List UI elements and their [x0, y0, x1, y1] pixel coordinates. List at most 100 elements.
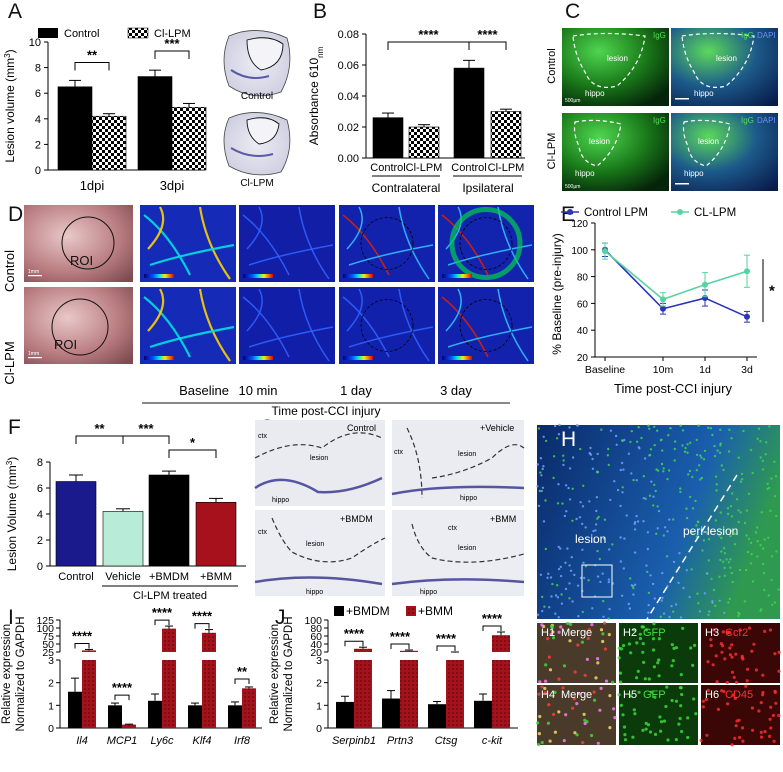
speckle-roi	[459, 217, 513, 270]
h-cell	[633, 528, 637, 531]
h-cell	[541, 609, 544, 613]
h-cell	[751, 580, 755, 583]
f-bar	[195, 502, 237, 567]
h-sub-cell	[573, 731, 577, 735]
h-cell	[630, 584, 633, 587]
ylabel-1: Relative expression	[269, 624, 281, 724]
h-sub-cell	[635, 641, 639, 645]
d-photo-cl-lpm: ROI 1mm	[24, 287, 133, 364]
h-cell	[726, 512, 730, 516]
h-sub-cell	[652, 648, 656, 652]
speckle-map-bg	[239, 287, 335, 364]
h-sub-cell	[633, 712, 637, 716]
h-sub-cell	[670, 698, 674, 703]
legend-label-bmdm: +BMDM	[346, 604, 390, 618]
speckle-vessel	[246, 206, 263, 250]
h-cell	[745, 534, 748, 537]
h-sub-cell	[561, 686, 565, 690]
h-cell	[730, 515, 734, 518]
h-sub-cell	[693, 643, 697, 647]
bar-lower	[446, 660, 464, 728]
h-cell	[762, 571, 766, 575]
h-cell	[711, 433, 714, 437]
h-cell	[609, 429, 613, 432]
h-lesion-label: lesion	[575, 532, 606, 546]
h-sub-cell	[760, 735, 764, 739]
h-cell	[627, 452, 631, 455]
h-cell	[656, 527, 659, 530]
h-cell	[691, 507, 695, 510]
bar	[336, 701, 354, 728]
e-xtick-label: Baseline	[585, 364, 625, 376]
h-sub-cell	[657, 658, 661, 662]
h-sub-cell	[623, 733, 627, 737]
h-cell	[602, 615, 605, 618]
h-cell	[766, 487, 769, 491]
svg-text:+Vehicle: +Vehicle	[480, 423, 514, 433]
h-cell	[633, 521, 637, 524]
h-sub-name: Merge	[561, 689, 592, 701]
h-cell	[575, 517, 578, 521]
h-sub-cell	[604, 679, 609, 683]
h-sub-name: CD45	[725, 689, 753, 701]
h-sub-cell	[745, 679, 749, 683]
h-sub-cell	[622, 725, 627, 729]
h-cell	[714, 519, 718, 522]
h-cell	[642, 475, 645, 478]
f-ytick-label: 2	[37, 535, 43, 547]
d-speckle-maps	[140, 205, 534, 364]
panel-a-micrographs: Control Cl-LPM	[217, 26, 297, 189]
a-xtick-label: 1dpi	[80, 178, 105, 193]
h-cell	[697, 602, 700, 605]
h-cell	[557, 616, 560, 619]
h-cell	[767, 594, 770, 597]
h-cell	[619, 468, 622, 472]
e-xtick-label: 3d	[741, 364, 753, 376]
h-sub-cell	[603, 647, 607, 651]
svg-text:lesion: lesion	[607, 54, 628, 63]
h-cell	[754, 531, 758, 534]
h-cell	[539, 471, 542, 474]
h-sub-cell	[664, 704, 668, 709]
h-cell	[703, 449, 707, 453]
h-cell	[775, 550, 778, 553]
xtick-label: Il4	[76, 735, 88, 747]
h-cell	[557, 483, 560, 486]
h-sub-cell	[590, 733, 594, 738]
svg-text:DAPI: DAPI	[757, 116, 776, 125]
h-cell	[672, 610, 675, 613]
h-cell	[719, 511, 722, 514]
a-ylabel-sup: 3	[3, 53, 12, 58]
h-cell	[591, 607, 594, 610]
h-cell	[695, 524, 698, 527]
a-sig-1dpi-label: **	[87, 47, 98, 62]
speckle-vessel	[348, 244, 434, 266]
h-sub-cell	[659, 729, 663, 733]
h-cell	[674, 603, 678, 606]
h-cell	[722, 547, 726, 550]
b-bar	[408, 126, 440, 159]
chart-b: 0.00 0.02 0.04 0.06 0.08 Absorbance 610nm Cont…	[307, 27, 525, 195]
h-cell	[668, 518, 671, 521]
h-cell	[689, 495, 692, 499]
e-xtick-label: 10m	[653, 364, 674, 376]
xtick-label: Klf4	[193, 735, 212, 747]
h-cell	[597, 515, 600, 519]
h-cell	[737, 456, 740, 459]
h-cell	[733, 543, 737, 546]
speckle-colorbar	[343, 356, 373, 360]
speckle-vessel	[445, 288, 462, 332]
h-sub-cell	[601, 632, 605, 636]
h-sub-cell	[733, 736, 737, 740]
h-sub-cell	[741, 657, 745, 661]
h-cell	[648, 453, 652, 457]
h-cell	[666, 477, 669, 481]
f-xtick-label: Vehicle	[105, 571, 140, 583]
h-cell	[614, 434, 618, 438]
h-cell	[547, 572, 550, 575]
b-ytick-label: 0.04	[338, 91, 359, 103]
speckle-roi	[360, 217, 414, 270]
h-cell	[620, 461, 624, 465]
